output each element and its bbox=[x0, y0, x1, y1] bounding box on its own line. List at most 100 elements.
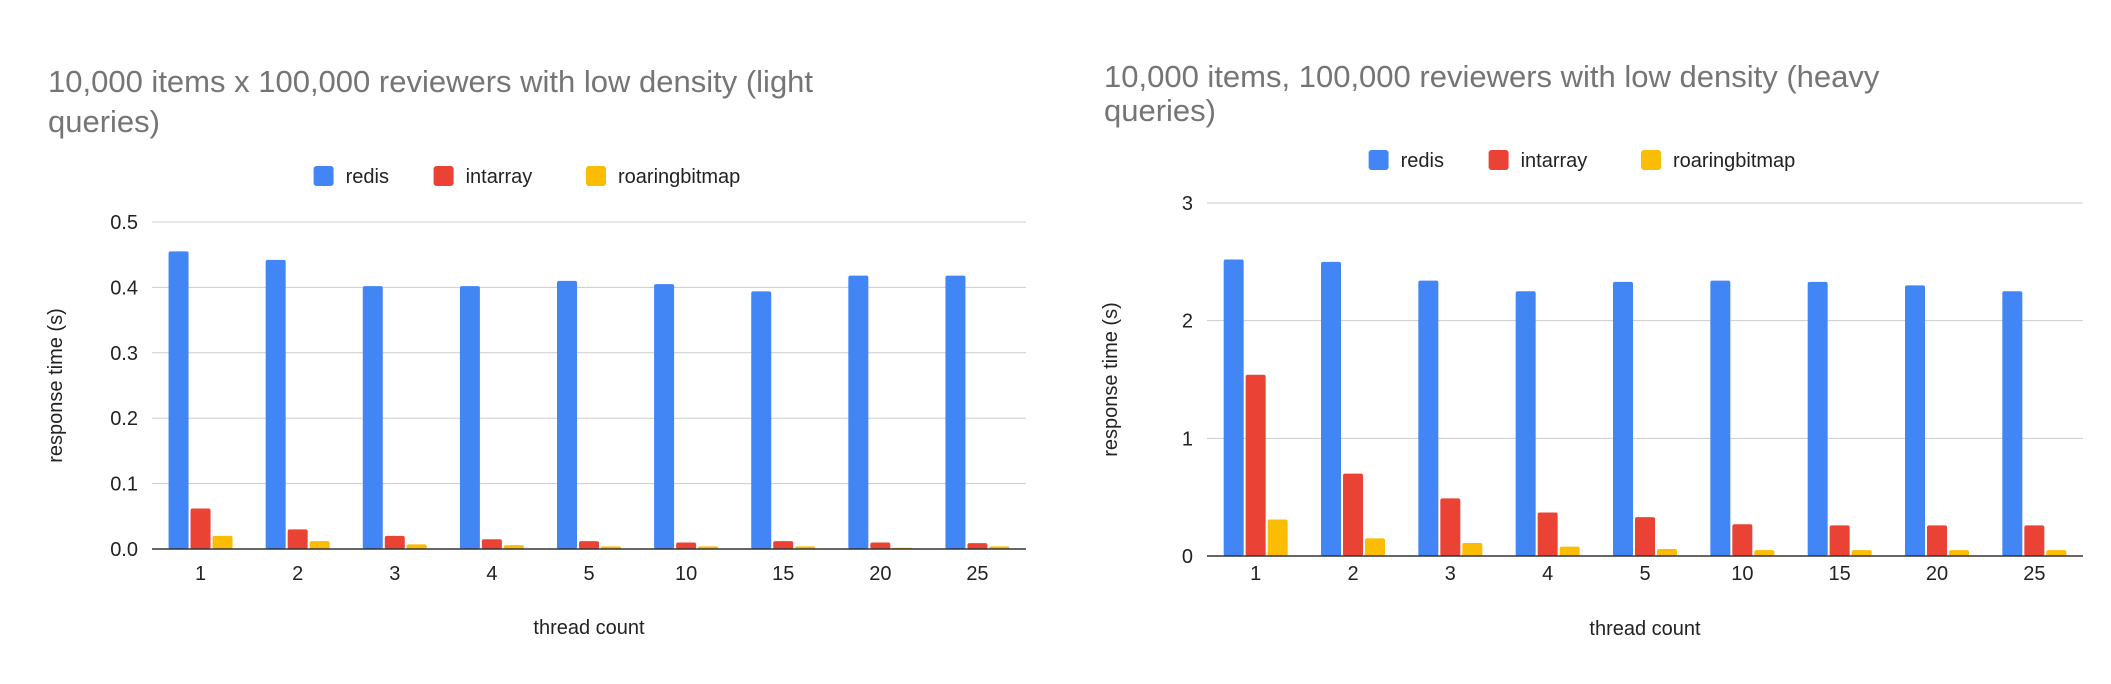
bar-intarray bbox=[967, 543, 988, 549]
legend-swatch-roaringbitmap bbox=[586, 166, 606, 186]
chart-light-queries: 10,000 items x 100,000 reviewers with lo… bbox=[0, 0, 1055, 684]
bar-redis bbox=[848, 275, 869, 549]
bar-roaringbitmap bbox=[1462, 543, 1483, 556]
bar-redis bbox=[1515, 291, 1536, 556]
y-axis-label: response time (s) bbox=[1100, 302, 1122, 457]
bar-redis bbox=[168, 251, 189, 549]
chart-heavy-queries: 10,000 items, 100,000 reviewers with low… bbox=[1055, 0, 2110, 684]
bar-intarray bbox=[1829, 525, 1850, 556]
bar-intarray bbox=[384, 535, 405, 549]
chart-title-line: queries) bbox=[1104, 93, 1216, 128]
bar-intarray bbox=[773, 541, 794, 549]
y-tick-label: 0.4 bbox=[110, 277, 138, 299]
bar-roaringbitmap bbox=[309, 541, 330, 549]
bar-intarray bbox=[1343, 473, 1363, 556]
x-tick-label: 3 bbox=[389, 563, 400, 585]
legend-label-redis: redis bbox=[346, 166, 389, 188]
bar-intarray bbox=[1245, 374, 1266, 556]
bar-redis bbox=[1905, 285, 1925, 556]
legend-swatch-redis bbox=[1368, 150, 1389, 170]
bar-roaringbitmap bbox=[503, 545, 524, 549]
y-tick-label: 0 bbox=[1182, 546, 1193, 568]
bar-intarray bbox=[287, 529, 308, 549]
x-tick-label: 4 bbox=[486, 563, 497, 585]
bar-redis bbox=[459, 286, 480, 549]
bar-roaringbitmap bbox=[1365, 538, 1385, 556]
bar-intarray bbox=[481, 539, 502, 549]
chart-title-line: 10,000 items, 100,000 reviewers with low… bbox=[1104, 59, 1880, 94]
y-axis-label: response time (s) bbox=[45, 308, 67, 463]
bar-intarray bbox=[2024, 525, 2045, 556]
bar-redis bbox=[557, 280, 577, 549]
bar-intarray bbox=[1732, 524, 1753, 556]
legend-label-intarray: intarray bbox=[466, 166, 533, 188]
bar-redis bbox=[1418, 280, 1439, 556]
bar-redis bbox=[362, 286, 383, 549]
x-tick-label: 4 bbox=[1542, 563, 1553, 585]
x-tick-label: 20 bbox=[1926, 563, 1948, 585]
bar-roaringbitmap bbox=[1851, 550, 1872, 556]
x-tick-label: 2 bbox=[1347, 563, 1358, 585]
y-tick-label: 0.0 bbox=[110, 539, 138, 561]
bar-redis bbox=[751, 291, 772, 549]
x-tick-label: 25 bbox=[2023, 563, 2045, 585]
bar-intarray bbox=[1635, 517, 1655, 556]
legend-label-intarray: intarray bbox=[1521, 150, 1588, 172]
y-tick-label: 0.1 bbox=[110, 474, 138, 496]
bar-intarray bbox=[579, 541, 599, 549]
bar-redis bbox=[1321, 261, 1341, 556]
y-tick-label: 0.5 bbox=[110, 212, 138, 234]
bar-roaringbitmap bbox=[1949, 550, 1969, 556]
x-tick-label: 20 bbox=[869, 563, 891, 585]
legend-swatch-intarray bbox=[1488, 150, 1509, 170]
legend-label-roaringbitmap: roaringbitmap bbox=[618, 166, 740, 188]
chart-svg: 10,000 items, 100,000 reviewers with low… bbox=[1100, 59, 2083, 640]
bar-redis bbox=[1807, 281, 1828, 556]
bar-intarray bbox=[190, 508, 211, 549]
x-tick-label: 15 bbox=[772, 563, 794, 585]
x-tick-label: 10 bbox=[1731, 563, 1753, 585]
x-tick-label: 5 bbox=[583, 563, 594, 585]
bar-redis bbox=[654, 284, 675, 549]
y-tick-label: 0.3 bbox=[110, 343, 138, 365]
bar-redis bbox=[1613, 281, 1633, 556]
bar-intarray bbox=[870, 542, 891, 549]
x-tick-label: 5 bbox=[1639, 563, 1650, 585]
legend-label-redis: redis bbox=[1401, 150, 1444, 172]
bar-redis bbox=[945, 275, 966, 549]
chart-svg: 10,000 items x 100,000 reviewers with lo… bbox=[45, 64, 1026, 639]
x-tick-label: 15 bbox=[1829, 563, 1851, 585]
x-axis-label: thread count bbox=[1589, 618, 1701, 640]
legend-swatch-roaringbitmap bbox=[1641, 150, 1661, 170]
x-tick-label: 25 bbox=[966, 563, 988, 585]
bar-redis bbox=[265, 259, 286, 549]
x-tick-label: 1 bbox=[195, 563, 206, 585]
x-tick-label: 1 bbox=[1250, 563, 1261, 585]
chart-title-line: queries) bbox=[48, 104, 160, 139]
y-tick-label: 1 bbox=[1182, 428, 1193, 450]
x-tick-label: 3 bbox=[1445, 563, 1456, 585]
y-tick-label: 2 bbox=[1182, 311, 1193, 333]
bar-redis bbox=[2002, 291, 2023, 556]
legend: redis intarray roaringbitmap bbox=[1368, 150, 1795, 172]
x-tick-label: 10 bbox=[675, 563, 697, 585]
bar-intarray bbox=[1537, 512, 1558, 556]
bar-roaringbitmap bbox=[1559, 546, 1580, 556]
chart-title: 10,000 items, 100,000 reviewers with low… bbox=[1104, 59, 1880, 128]
legend: redis intarray roaringbitmap bbox=[313, 166, 740, 188]
legend-swatch-intarray bbox=[433, 166, 454, 186]
bar-redis bbox=[1223, 259, 1244, 556]
bar-roaringbitmap bbox=[1267, 519, 1288, 556]
bar-roaringbitmap bbox=[1754, 550, 1775, 556]
bar-intarray bbox=[1440, 498, 1461, 556]
bar-intarray bbox=[1927, 525, 1947, 556]
bar-roaringbitmap bbox=[1657, 548, 1677, 556]
bar-intarray bbox=[676, 542, 697, 549]
bar-redis bbox=[1710, 280, 1731, 556]
y-tick-label: 3 bbox=[1182, 193, 1193, 215]
x-axis-label: thread count bbox=[533, 617, 645, 639]
bar-roaringbitmap bbox=[406, 544, 427, 549]
x-tick-label: 2 bbox=[292, 563, 303, 585]
y-tick-label: 0.2 bbox=[110, 408, 138, 430]
